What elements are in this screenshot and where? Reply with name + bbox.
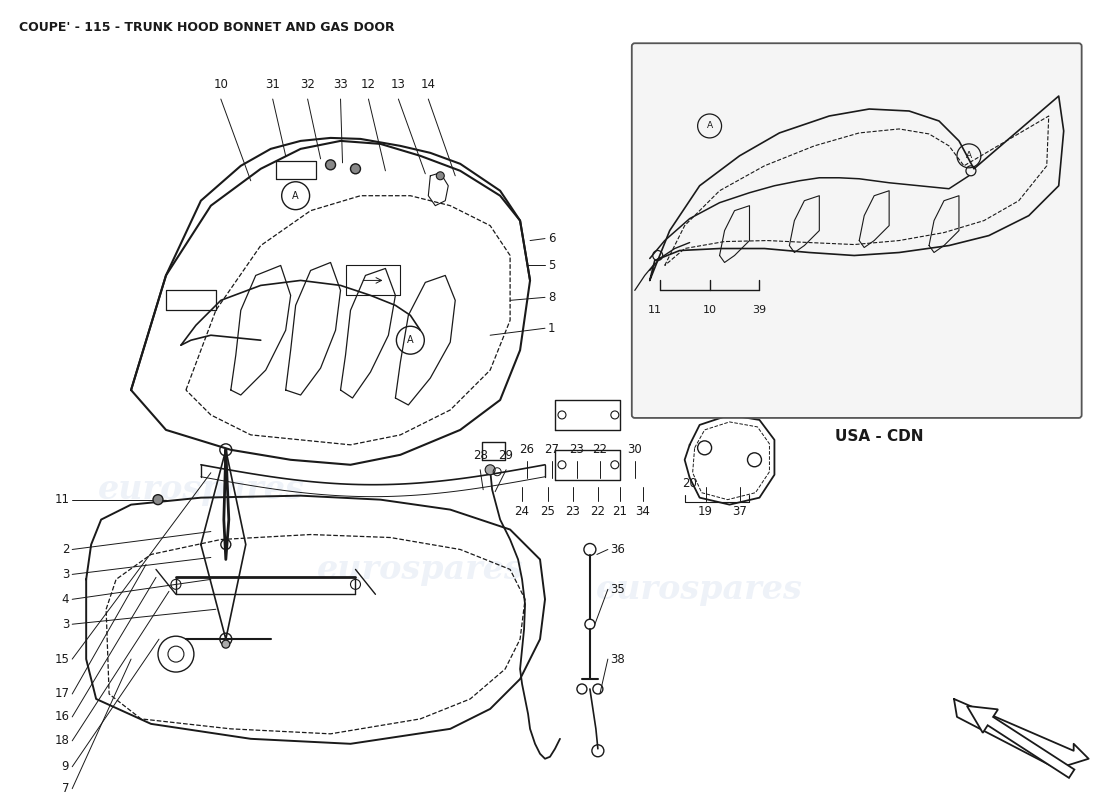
Text: 27: 27	[544, 443, 560, 456]
Circle shape	[437, 172, 444, 180]
Text: 17: 17	[54, 687, 69, 701]
Text: 12: 12	[361, 78, 376, 91]
Text: 11: 11	[54, 493, 69, 506]
Text: A: A	[966, 151, 972, 160]
Text: COUPE' - 115 - TRUNK HOOD BONNET AND GAS DOOR: COUPE' - 115 - TRUNK HOOD BONNET AND GAS…	[20, 22, 395, 34]
Text: 24: 24	[515, 505, 529, 518]
Text: eurospares: eurospares	[317, 553, 524, 586]
Text: 1: 1	[548, 322, 556, 334]
Text: 26: 26	[519, 443, 535, 456]
Text: 23: 23	[565, 505, 581, 518]
Text: 11: 11	[648, 306, 662, 315]
Text: A: A	[706, 122, 713, 130]
Text: 7: 7	[62, 782, 69, 795]
Text: 20: 20	[682, 477, 697, 490]
Text: 32: 32	[300, 78, 315, 91]
Text: 30: 30	[627, 443, 642, 456]
Circle shape	[153, 494, 163, 505]
Text: 5: 5	[548, 259, 556, 272]
Text: 3: 3	[62, 568, 69, 581]
Text: 15: 15	[54, 653, 69, 666]
Text: 31: 31	[265, 78, 280, 91]
Text: 18: 18	[54, 734, 69, 747]
Text: 35: 35	[609, 583, 625, 596]
Text: 22: 22	[593, 443, 607, 456]
Text: 36: 36	[609, 543, 625, 556]
Text: eurospares: eurospares	[98, 473, 305, 506]
Text: 9: 9	[62, 760, 69, 774]
Text: 2: 2	[62, 543, 69, 556]
FancyBboxPatch shape	[631, 43, 1081, 418]
Text: 21: 21	[613, 505, 627, 518]
Text: 33: 33	[333, 78, 348, 91]
Text: 3: 3	[62, 618, 69, 630]
Text: 10: 10	[213, 78, 229, 91]
Text: A: A	[407, 335, 414, 346]
Text: 19: 19	[698, 505, 713, 518]
Text: 10: 10	[703, 306, 716, 315]
FancyArrow shape	[967, 706, 1075, 778]
Text: 34: 34	[636, 505, 650, 518]
Text: 6: 6	[548, 232, 556, 245]
Circle shape	[222, 640, 230, 648]
Text: 38: 38	[609, 653, 625, 666]
Text: 29: 29	[498, 449, 514, 462]
Text: 37: 37	[733, 505, 747, 518]
Text: A: A	[293, 190, 299, 201]
Circle shape	[326, 160, 336, 170]
Text: eurospares: eurospares	[596, 573, 803, 606]
Text: 4: 4	[62, 593, 69, 606]
Text: 8: 8	[548, 291, 556, 304]
Text: 13: 13	[390, 78, 406, 91]
Text: USA - CDN: USA - CDN	[835, 430, 923, 444]
Text: 28: 28	[473, 449, 487, 462]
Text: 25: 25	[540, 505, 556, 518]
Text: 14: 14	[421, 78, 436, 91]
Circle shape	[351, 164, 361, 174]
Text: 39: 39	[752, 306, 767, 315]
Text: 23: 23	[570, 443, 584, 456]
Circle shape	[485, 465, 495, 474]
Text: 22: 22	[591, 505, 605, 518]
Text: 16: 16	[54, 710, 69, 723]
